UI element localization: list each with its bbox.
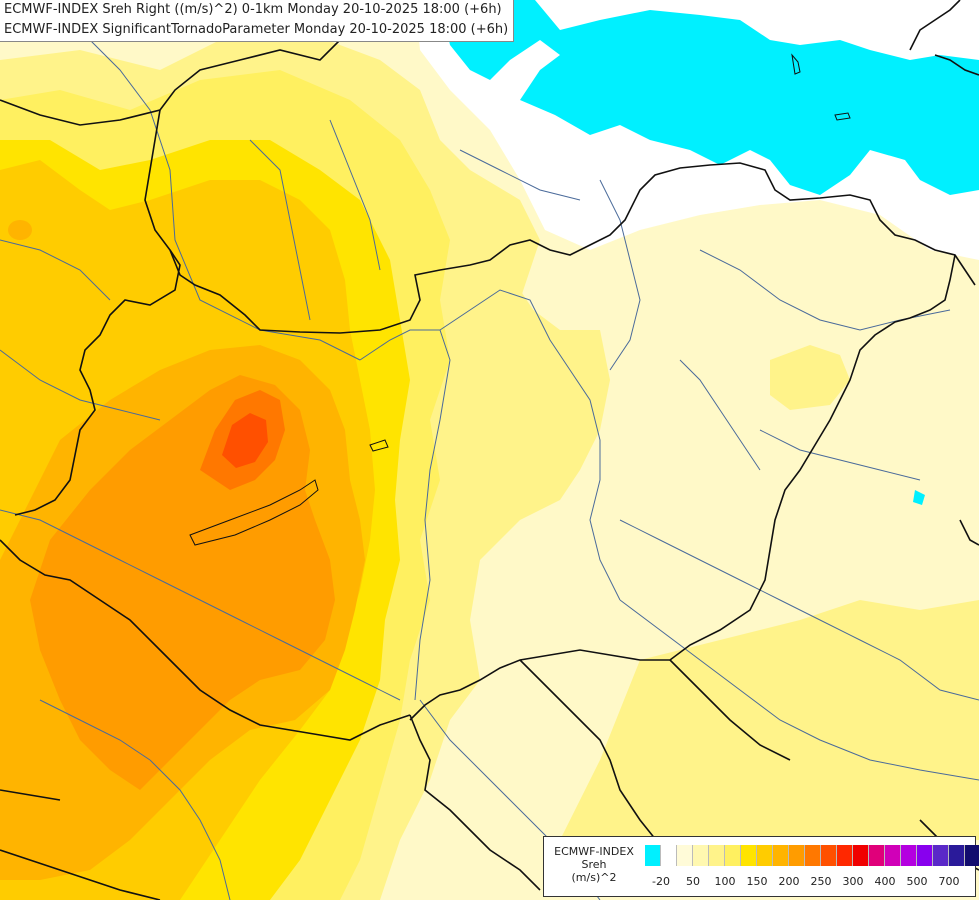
- legend-swatch: [869, 845, 885, 866]
- map-title-sreh: ECMWF-INDEX Sreh Right ((m/s)^2) 0-1km M…: [4, 2, 502, 17]
- sreh-level-pale-yellow-east: [770, 345, 850, 410]
- legend-tick-label: 50: [686, 875, 700, 888]
- map-title-stp: ECMWF-INDEX SignificantTornadoParameter …: [4, 22, 509, 37]
- legend-tick-label: 700: [938, 875, 960, 888]
- negative-sreh-spot: [913, 490, 925, 505]
- legend-swatch: [709, 845, 725, 866]
- legend-swatch: [677, 845, 693, 866]
- legend-swatch: [661, 845, 677, 866]
- legend-swatch: [725, 845, 741, 866]
- legend-swatch: [741, 845, 757, 866]
- legend-swatches: [645, 845, 979, 866]
- legend-label: ECMWF-INDEX Sreh (m/s)^2: [546, 845, 642, 884]
- legend-swatch: [853, 845, 869, 866]
- legend-swatch: [757, 845, 773, 866]
- legend-swatch: [821, 845, 837, 866]
- sreh-level-orange-spot: [8, 220, 32, 240]
- legend-tick-label: 300: [842, 875, 864, 888]
- legend-swatch: [805, 845, 821, 866]
- legend-swatch: [773, 845, 789, 866]
- legend-tick-label: 200: [778, 875, 800, 888]
- legend-swatch: [885, 845, 901, 866]
- legend-tick-label: 150: [746, 875, 768, 888]
- legend-swatch: [965, 845, 979, 866]
- legend-model: ECMWF-INDEX: [554, 845, 634, 858]
- legend-variable: Sreh: [581, 858, 607, 871]
- color-legend: ECMWF-INDEX Sreh (m/s)^2 -20 50 100 150 200 2…: [543, 836, 979, 897]
- legend-tick-label: 400: [874, 875, 896, 888]
- legend-ticks: -20 50 100 150 200 250 300 400 500 700: [645, 875, 965, 891]
- legend-swatch: [933, 845, 949, 866]
- legend-tick-label: 100: [714, 875, 736, 888]
- legend-swatch: [837, 845, 853, 866]
- lakes: [189, 53, 851, 546]
- legend-tick-label: 250: [810, 875, 832, 888]
- legend-swatch: [917, 845, 933, 866]
- legend-swatch: [949, 845, 965, 866]
- map-title-box: ECMWF-INDEX Sreh Right ((m/s)^2) 0-1km M…: [0, 0, 514, 42]
- negative-sreh-area: [440, 0, 979, 195]
- legend-unit: (m/s)^2: [571, 871, 617, 884]
- sreh-level-orange: [30, 375, 335, 790]
- legend-tick-label: -20: [652, 875, 670, 888]
- sreh-level-orange-red: [222, 413, 268, 468]
- legend-swatch: [693, 845, 709, 866]
- legend-swatch: [789, 845, 805, 866]
- sreh-level-pale-yellow-hungary: [480, 290, 540, 350]
- legend-tick-label: 500: [906, 875, 928, 888]
- legend-swatch: [901, 845, 917, 866]
- legend-swatch: [645, 845, 661, 866]
